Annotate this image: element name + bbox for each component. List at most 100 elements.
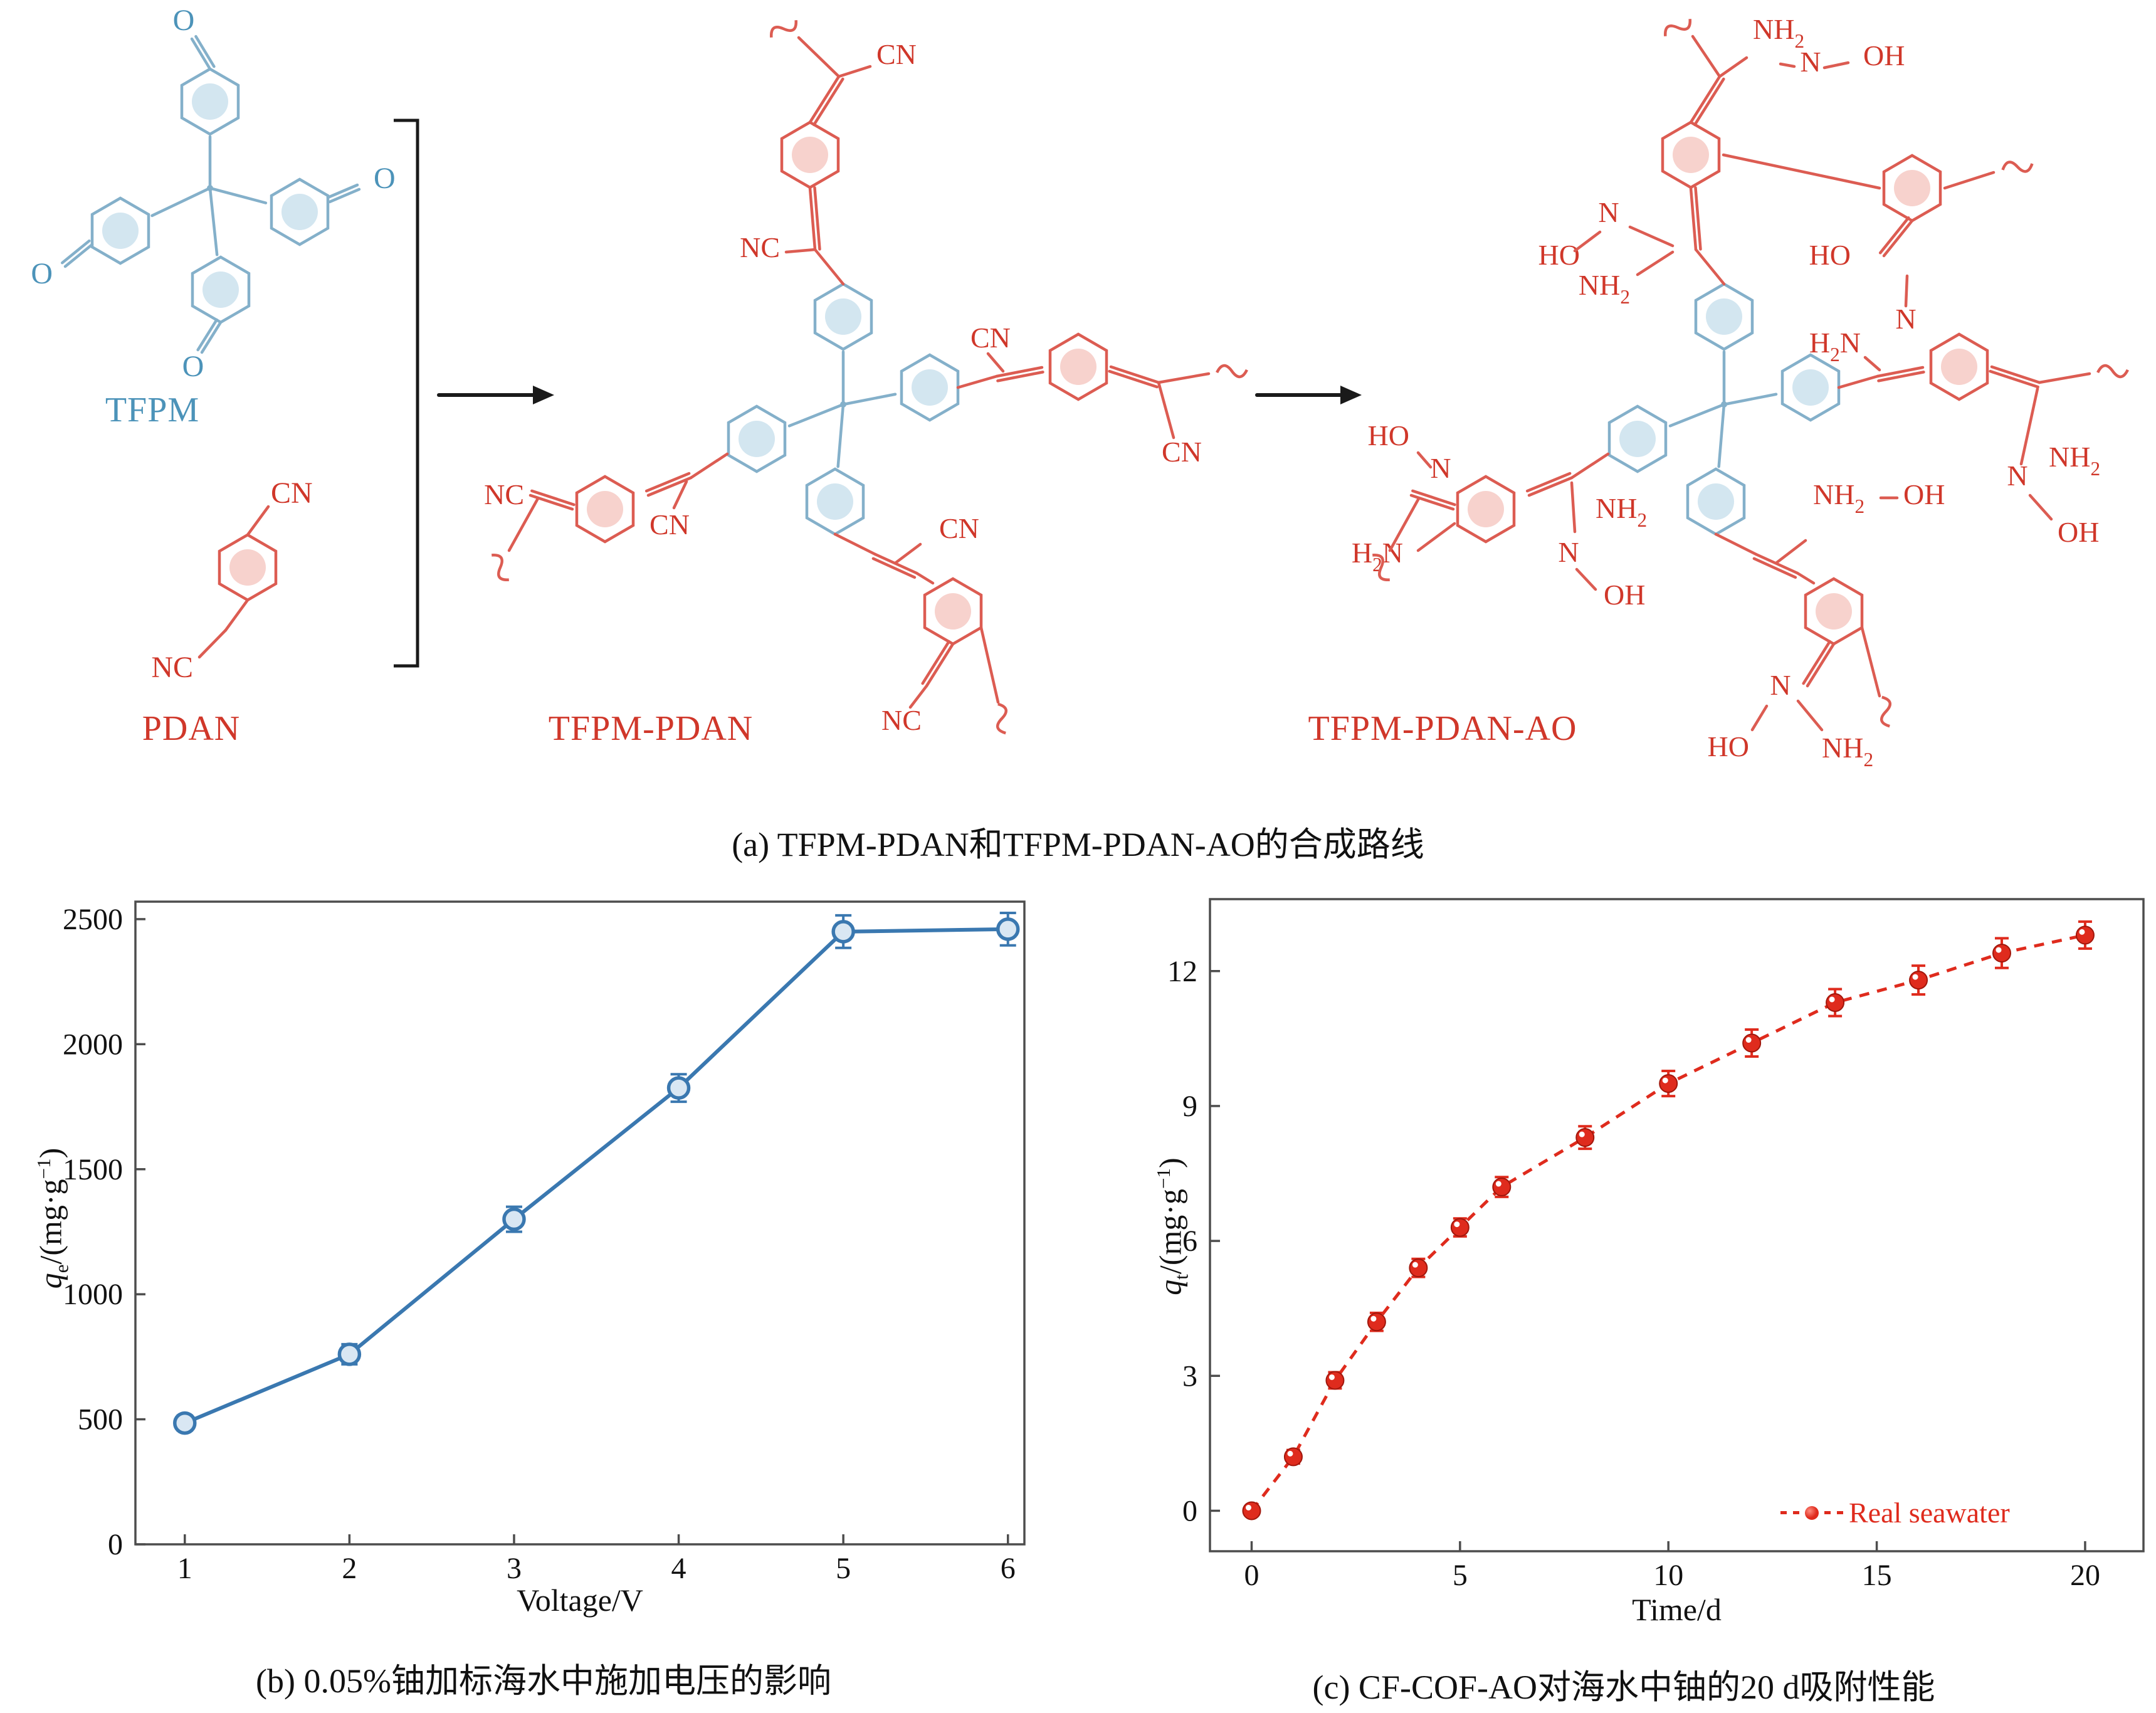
data-point-marker (831, 920, 855, 944)
y-axis-subscript-b: e (50, 1264, 73, 1273)
bond (986, 352, 1005, 373)
data-point-marker (666, 1076, 691, 1100)
data-point-marker (337, 1342, 362, 1366)
caption-a: (a) TFPM-PDAN和TFPM-PDAN-AO的合成路线 (732, 826, 1424, 863)
bond (2038, 372, 2091, 384)
bond (194, 34, 216, 68)
y-axis-subscript-c: t (1170, 1274, 1192, 1280)
bond (1837, 374, 1880, 389)
bond (200, 320, 223, 354)
data-point-marker (1575, 1128, 1595, 1147)
benzene-ring (1661, 120, 1721, 189)
benzene-ring (780, 120, 840, 189)
atom-label: N (1770, 669, 1791, 701)
atom-label: NH2 (1753, 13, 1804, 52)
x-tick-label: 15 (1862, 1559, 1892, 1592)
atom-label: N (1598, 196, 1619, 228)
ring-shading (587, 491, 623, 527)
bond (893, 542, 922, 565)
ring-shading (739, 421, 775, 457)
ring-shading (1619, 421, 1656, 457)
bond (787, 404, 843, 428)
bond (1694, 186, 1702, 251)
bond (1863, 356, 1881, 372)
atom-label: OH (1903, 478, 1945, 510)
bond (1779, 62, 1796, 68)
polymer-continuation (770, 20, 797, 38)
atom-label: NH2 (1822, 732, 1873, 771)
molecule-name-tfpm-pdan-ao: TFPM-PDAN-AO (1308, 709, 1577, 748)
sp3-carbon (840, 401, 846, 408)
bond (1575, 567, 1597, 591)
y-axis-label-b: qe/(mg·g−1) (25, 1030, 73, 1406)
data-line (1250, 933, 2086, 1512)
bond (1796, 699, 1824, 732)
bond (1525, 472, 1572, 493)
y-tick-label: 0 (1182, 1494, 1197, 1527)
bond (1725, 393, 1778, 406)
bond (979, 626, 1000, 704)
ring-shading (1060, 349, 1096, 385)
bond (1774, 539, 1807, 565)
benzene-ring (90, 196, 150, 265)
legend-dash-icon (1824, 1511, 1843, 1514)
atom-label: CN (939, 512, 979, 544)
atom-label: NH2 (1579, 269, 1630, 308)
bond (1570, 481, 1577, 534)
data-point-marker (1242, 1501, 1261, 1521)
atom-label: OH (2058, 516, 2099, 548)
atom-label: NC (740, 231, 780, 263)
atom-label: CN (970, 322, 1011, 354)
benzene-ring (180, 67, 240, 136)
bond (507, 497, 540, 552)
bond (1718, 56, 1748, 78)
atom-label: N (1895, 303, 1916, 335)
bond (2019, 387, 2039, 466)
data-point-marker (1742, 1033, 1762, 1053)
bond (1806, 642, 1836, 688)
atom-label: HO (1538, 239, 1580, 271)
bond (1570, 452, 1610, 480)
axis-frame (134, 900, 1026, 1546)
bond (1904, 274, 1909, 308)
benzene-ring (900, 353, 960, 422)
bond (1796, 571, 1816, 585)
polymer-continuation (1664, 19, 1691, 36)
atom-label: O (31, 257, 53, 290)
bond (797, 36, 841, 78)
atom-label: CN (1162, 436, 1202, 468)
data-point-marker (996, 917, 1020, 941)
bond (2028, 493, 2053, 521)
atom-label: O (182, 350, 204, 383)
polymer-continuation (1880, 695, 1891, 728)
atom-label: NC (151, 651, 193, 684)
bond (1388, 497, 1421, 552)
bond (837, 65, 872, 78)
ring-shading (817, 483, 853, 520)
benzene-ring (813, 282, 873, 351)
y-tick-label: 12 (1167, 955, 1197, 988)
bond (1108, 369, 1159, 389)
data-point-marker (1367, 1312, 1386, 1332)
legend-marker-icon (1805, 1505, 1819, 1520)
atom-label: HO (1368, 419, 1409, 451)
marker-highlight (1745, 1037, 1752, 1043)
bond (1109, 365, 1160, 384)
atom-label: NH2 (1596, 492, 1647, 531)
ring-shading (1894, 170, 1930, 206)
bond (1943, 171, 1996, 190)
bond (644, 472, 691, 493)
data-point-marker (1492, 1178, 1512, 1197)
ring-shading (102, 213, 139, 249)
atom-label: HO (1809, 239, 1851, 271)
bond (1416, 451, 1433, 469)
atom-label: N (1430, 452, 1451, 484)
legend-label: Real seawater (1849, 1497, 2010, 1529)
bond (1750, 704, 1769, 732)
x-tick-label: 0 (1244, 1559, 1259, 1592)
bond (197, 628, 228, 659)
bond (1689, 75, 1722, 124)
ring-shading (1698, 483, 1734, 520)
marker-highlight (1495, 1181, 1501, 1187)
